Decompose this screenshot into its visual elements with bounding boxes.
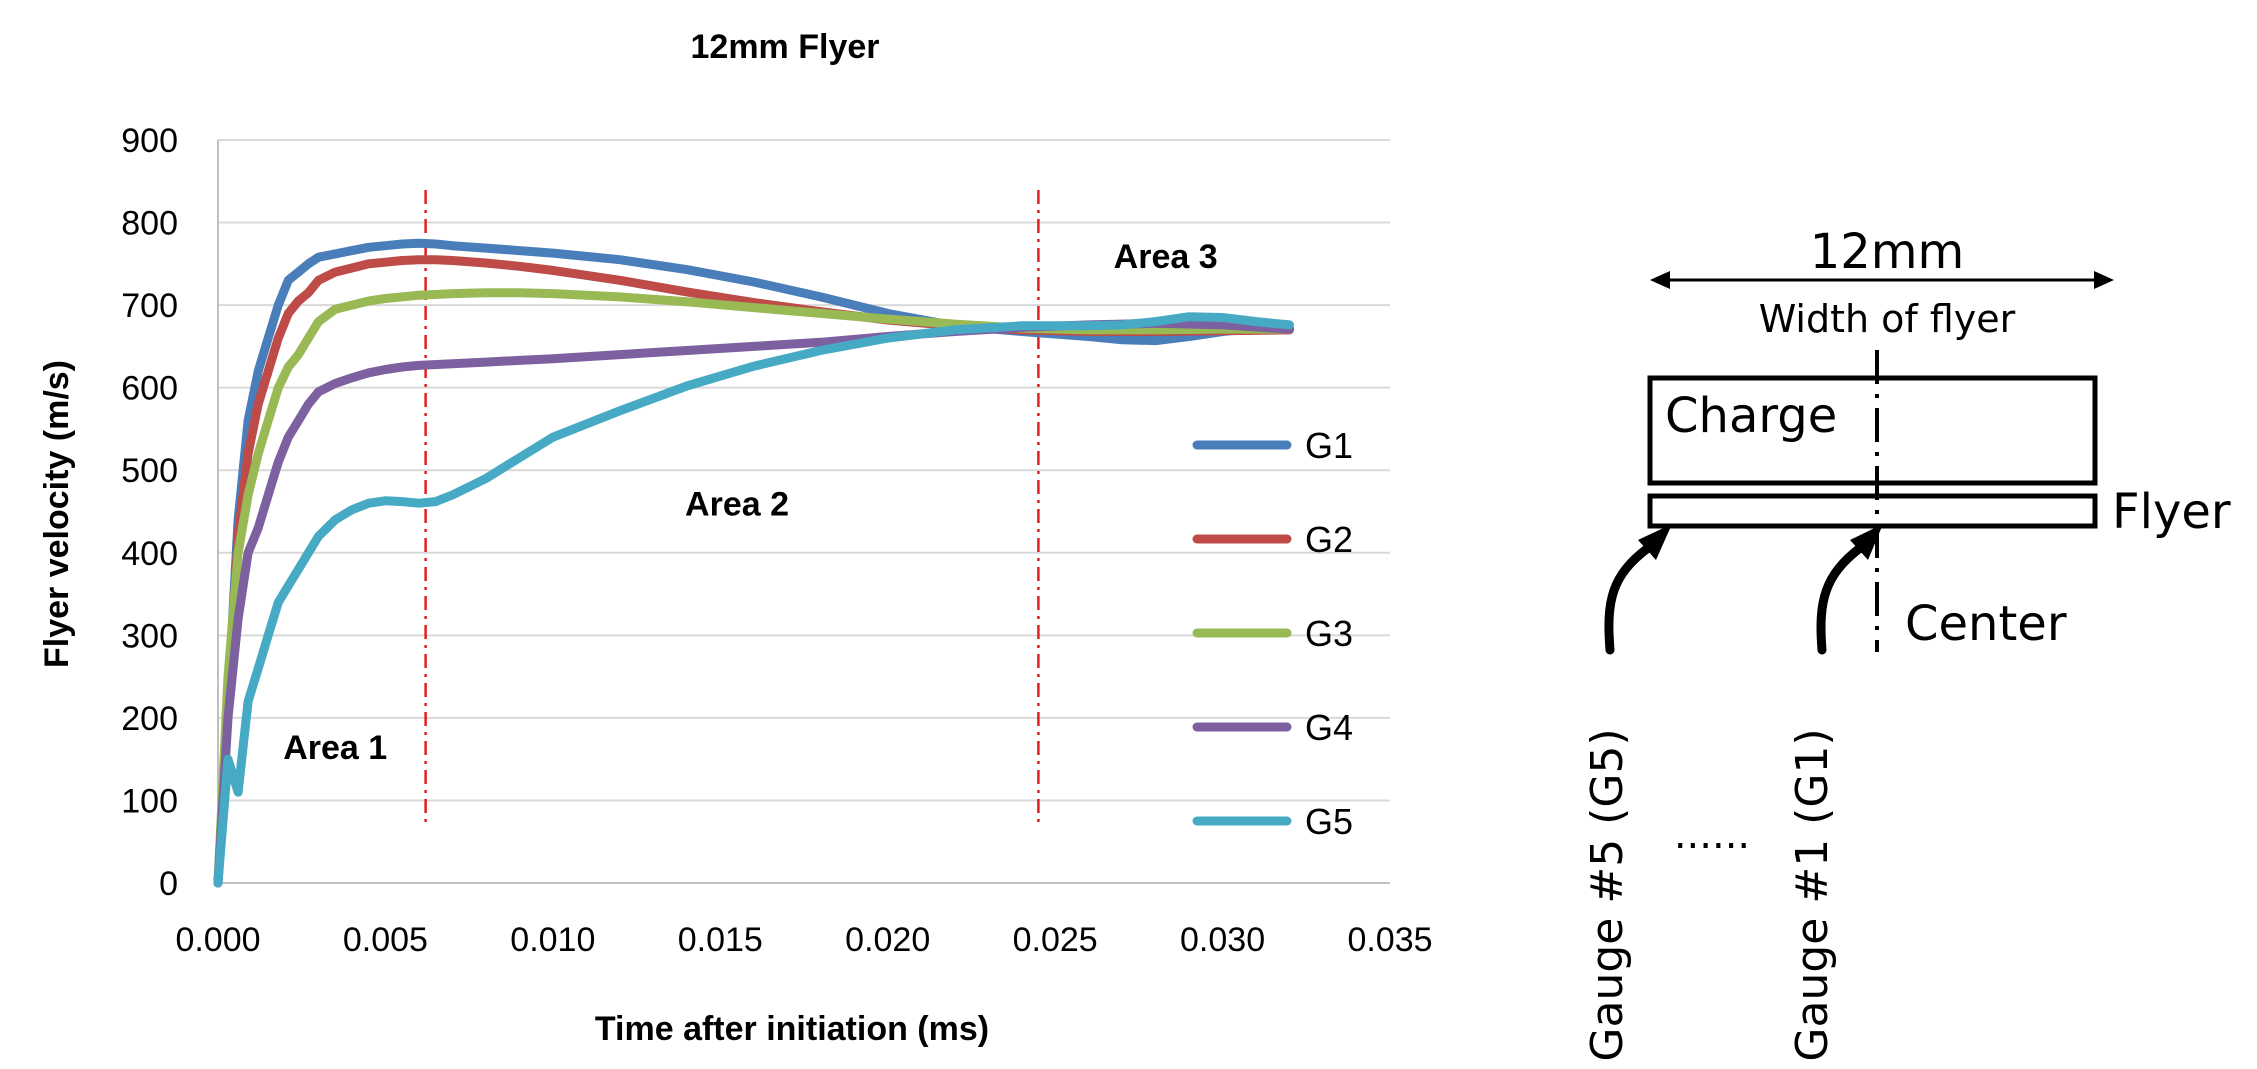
area-label: Area 2 — [685, 486, 789, 524]
x-tick-label: 0.025 — [1013, 921, 1098, 959]
x-tick-label: 0.005 — [343, 921, 428, 959]
y-tick-label: 100 — [121, 782, 178, 820]
y-tick-label: 500 — [121, 452, 178, 490]
width-value: 12mm — [1810, 224, 1965, 280]
legend-label-g2: G2 — [1305, 519, 1353, 560]
area-label: Area 1 — [283, 729, 387, 767]
y-tick-label: 600 — [121, 370, 178, 408]
legend: G1 G2 G3 G4 G5 — [1192, 425, 1353, 842]
series-line-g2 — [213, 255, 1294, 888]
series-line-g4 — [213, 318, 1294, 888]
center-label: Center — [1905, 596, 2067, 652]
gauge-5-pointer — [1604, 524, 1672, 655]
series-line-g5 — [213, 312, 1294, 888]
legend-label-g5: G5 — [1305, 801, 1353, 842]
flyer-label: Flyer — [2112, 484, 2231, 540]
charge-label: Charge — [1665, 388, 1837, 444]
gauge-5-label: Gauge #5 (G5) — [1582, 728, 1633, 1061]
y-tick-label: 900 — [121, 122, 178, 160]
y-tick-label: 0 — [159, 865, 178, 903]
series-line-g1 — [213, 238, 1294, 888]
series-lines — [213, 238, 1294, 888]
width-arrow — [1650, 271, 2114, 289]
y-tick-labels: 0 100 200 300 400 500 600 700 800 900 — [121, 122, 178, 903]
gauge-1-label: Gauge #1 (G1) — [1787, 728, 1838, 1061]
charge-block — [1647, 375, 2098, 486]
legend-label-g1: G1 — [1305, 425, 1353, 466]
x-tick-label: 0.020 — [845, 921, 930, 959]
x-tick-labels: 0.000 0.005 0.010 0.015 0.020 0.025 0.030 0.035 — [175, 921, 1432, 959]
legend-label-g4: G4 — [1305, 707, 1353, 748]
area-label: Area 3 — [1114, 238, 1218, 276]
area-annotations: Area 1 Area 2 Area 3 — [283, 238, 1217, 767]
y-tick-label: 200 — [121, 700, 178, 738]
gauge-ellipsis: ...... — [1674, 812, 1750, 858]
y-tick-label: 400 — [121, 535, 178, 573]
y-axis-title: Flyer velocity (m/s) — [38, 360, 76, 668]
flyer-plate — [1647, 493, 2098, 529]
x-tick-label: 0.035 — [1347, 921, 1432, 959]
line-chart: 12mm Flyer 0100200300400500600700800900 … — [38, 28, 1433, 1048]
gridlines — [217, 139, 1390, 884]
width-caption: Width of flyer — [1759, 297, 2016, 341]
y-tick-label: 800 — [121, 205, 178, 243]
x-axis-title: Time after initiation (ms) — [595, 1010, 989, 1048]
area-divider-lines — [424, 190, 1040, 826]
chart-title: 12mm Flyer — [691, 28, 880, 66]
y-tick-label: 700 — [121, 287, 178, 325]
legend-label-g3: G3 — [1305, 613, 1353, 654]
x-tick-label: 0.030 — [1180, 921, 1265, 959]
x-tick-label: 0.010 — [510, 921, 595, 959]
gauge-1-pointer — [1816, 524, 1883, 655]
flyer-schematic: 12mm Width of flyer Charge Flyer Center … — [1582, 224, 2231, 1062]
x-tick-label: 0.000 — [175, 921, 260, 959]
series-line-g3 — [213, 288, 1294, 888]
y-tick-label: 300 — [121, 617, 178, 655]
x-tick-label: 0.015 — [678, 921, 763, 959]
